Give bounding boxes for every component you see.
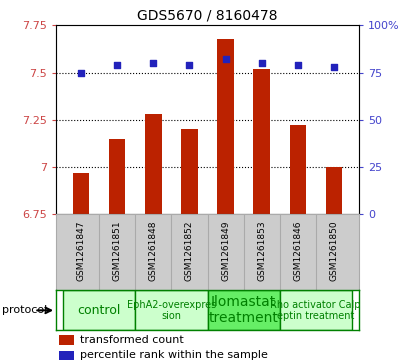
Bar <box>145 114 161 214</box>
Title: GDS5670 / 8160478: GDS5670 / 8160478 <box>137 9 278 23</box>
Text: GSM1261852: GSM1261852 <box>185 220 194 281</box>
Text: control: control <box>78 304 121 317</box>
Bar <box>135 290 208 330</box>
Text: GSM1261849: GSM1261849 <box>221 220 230 281</box>
Bar <box>59 335 74 345</box>
Bar <box>109 139 125 214</box>
Point <box>114 62 121 68</box>
Bar <box>290 126 306 214</box>
Text: GSM1261846: GSM1261846 <box>293 220 302 281</box>
Text: GSM1261847: GSM1261847 <box>77 220 86 281</box>
Bar <box>181 129 198 214</box>
Text: EphA2-overexpres
sion: EphA2-overexpres sion <box>127 299 216 321</box>
Bar <box>254 69 270 214</box>
Text: transformed count: transformed count <box>80 335 184 345</box>
Text: percentile rank within the sample: percentile rank within the sample <box>80 351 268 360</box>
Point <box>78 70 85 76</box>
Point <box>330 64 337 70</box>
Point <box>150 60 157 66</box>
Point <box>294 62 301 68</box>
Text: GSM1261850: GSM1261850 <box>329 220 338 281</box>
Bar <box>326 167 342 214</box>
Text: GSM1261848: GSM1261848 <box>149 220 158 281</box>
Bar <box>59 351 74 360</box>
Bar <box>217 38 234 214</box>
Text: protocol: protocol <box>2 305 47 315</box>
Bar <box>208 290 280 330</box>
Bar <box>63 290 135 330</box>
Text: Ilomastat
treatment: Ilomastat treatment <box>209 295 278 326</box>
Bar <box>73 173 89 214</box>
Text: GSM1261851: GSM1261851 <box>113 220 122 281</box>
Point <box>186 62 193 68</box>
Bar <box>280 290 352 330</box>
Point <box>222 57 229 62</box>
Text: GSM1261853: GSM1261853 <box>257 220 266 281</box>
Text: Rho activator Calp
eptin treatment: Rho activator Calp eptin treatment <box>271 299 361 321</box>
Point <box>258 60 265 66</box>
